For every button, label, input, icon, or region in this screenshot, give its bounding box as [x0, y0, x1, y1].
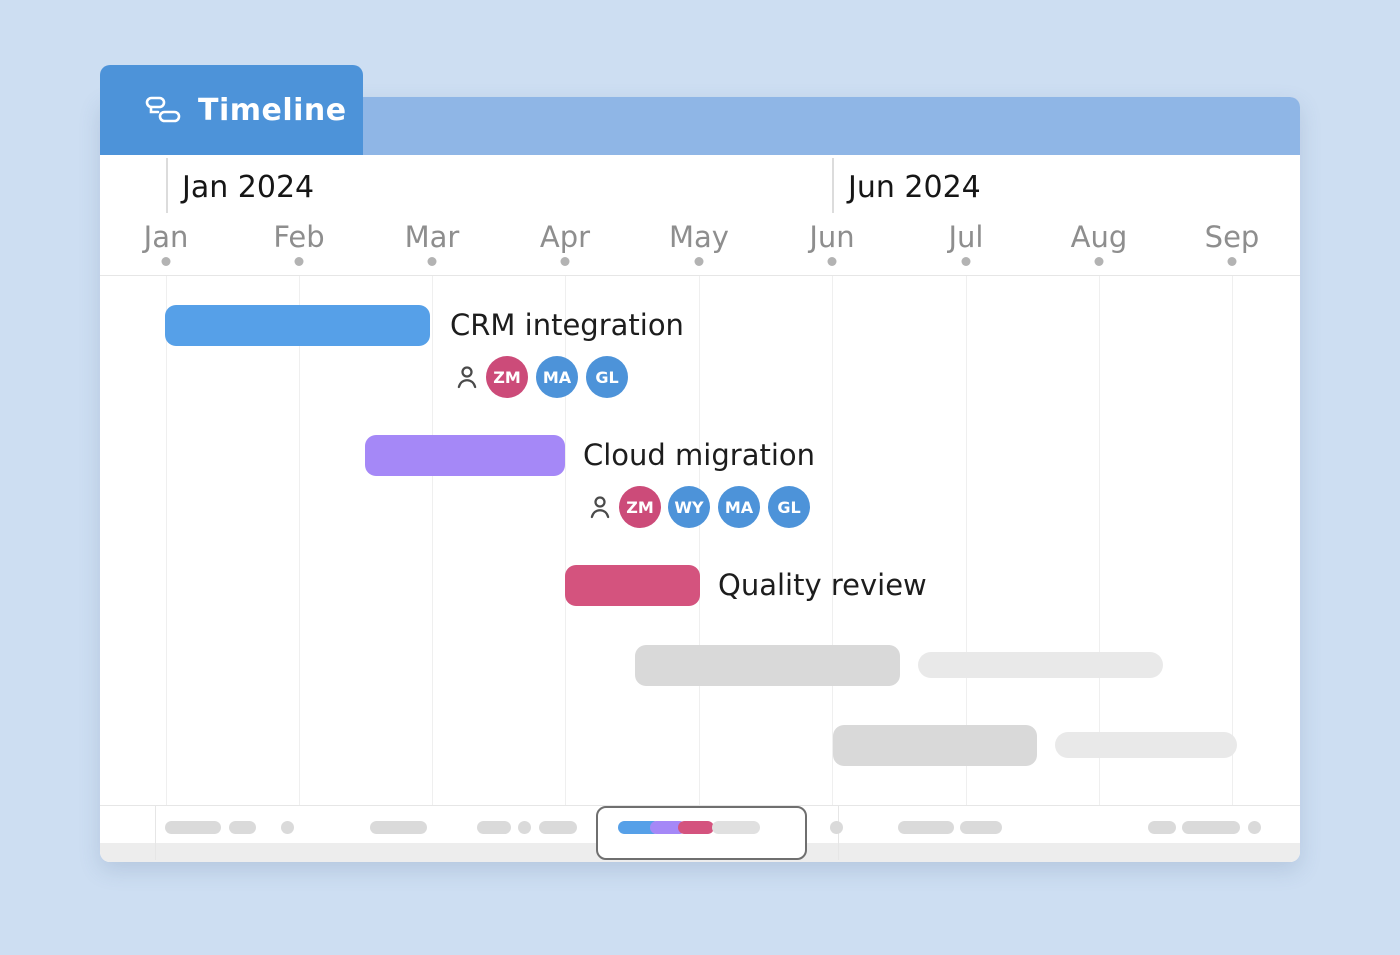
task-bar-crm-integration[interactable] [165, 305, 430, 346]
minimap-bar [229, 821, 256, 834]
month-label: Feb [273, 220, 325, 254]
person-icon [585, 492, 615, 526]
period-separator [166, 158, 168, 213]
minimap-milestone-dot [281, 821, 294, 834]
task-label: CRM integration [450, 308, 684, 342]
task-label: Quality review [718, 568, 927, 602]
gridline [166, 276, 167, 805]
minimap-viewport-bar-blue [618, 821, 660, 834]
minimap-bar [1182, 821, 1240, 834]
month-label: Mar [404, 220, 460, 254]
timeline-bars-icon [144, 94, 182, 126]
avatar[interactable]: MA [536, 356, 578, 398]
avatar[interactable]: GL [768, 486, 810, 528]
gridline [565, 276, 566, 805]
minimap-viewport-bar-pink [678, 821, 714, 834]
tab-timeline[interactable]: Timeline [100, 65, 363, 155]
minimap-bar [370, 821, 427, 834]
gridline [966, 276, 967, 805]
period-label-jun: Jun 2024 [848, 170, 981, 205]
minimap-divider [100, 805, 1300, 806]
month-label: Jun [809, 220, 855, 254]
gridline [299, 276, 300, 805]
minimap-section-line [155, 806, 156, 860]
minimap-milestone-dot [1248, 821, 1261, 834]
task-bar-quality-review[interactable] [565, 565, 700, 606]
placeholder-task-bar[interactable] [635, 645, 900, 686]
minimap-viewport-bar-purple [650, 821, 686, 834]
placeholder-task-bar[interactable] [918, 652, 1163, 678]
avatar[interactable]: GL [586, 356, 628, 398]
task-bar-cloud-migration[interactable] [365, 435, 565, 476]
gridline [1232, 276, 1233, 805]
gridline [832, 276, 833, 805]
placeholder-task-bar[interactable] [833, 725, 1037, 766]
minimap-bar [165, 821, 221, 834]
month-tick-dot [1227, 257, 1237, 266]
month-label: Apr [539, 220, 591, 254]
period-label-jan: Jan 2024 [182, 170, 315, 205]
month-tick-dot [694, 257, 704, 266]
month-label: May [669, 220, 729, 254]
minimap-bar [898, 821, 954, 834]
minimap-milestone-dot [830, 821, 843, 834]
avatar[interactable]: ZM [486, 356, 528, 398]
minimap-bar [960, 821, 1002, 834]
month-label: Jan [143, 220, 189, 254]
month-tick-dot [294, 257, 304, 266]
minimap-milestone-dot [518, 821, 531, 834]
month-tick-dot [1094, 257, 1104, 266]
avatar[interactable]: MA [718, 486, 760, 528]
month-label: Aug [1070, 220, 1128, 254]
minimap-bar [477, 821, 511, 834]
month-tick-dot [961, 257, 971, 266]
gridline [432, 276, 433, 805]
month-tick-dot [560, 257, 570, 266]
gridline [1099, 276, 1100, 805]
period-separator [832, 158, 834, 213]
month-tick-dot [427, 257, 437, 266]
minimap-bar [1148, 821, 1176, 834]
gridline [699, 276, 700, 805]
month-tick-dot [161, 257, 171, 266]
tab-timeline-label: Timeline [198, 92, 347, 128]
month-tick-dot [827, 257, 837, 266]
placeholder-task-bar[interactable] [1055, 732, 1237, 758]
avatar[interactable]: WY [668, 486, 710, 528]
minimap-viewport-bar-gray [712, 821, 760, 834]
avatar[interactable]: ZM [619, 486, 661, 528]
header-divider [100, 275, 1300, 276]
month-label: Sep [1204, 220, 1260, 254]
minimap-bar [539, 821, 577, 834]
month-label: Jul [948, 220, 984, 254]
task-label: Cloud migration [583, 438, 816, 472]
person-icon [452, 362, 482, 396]
